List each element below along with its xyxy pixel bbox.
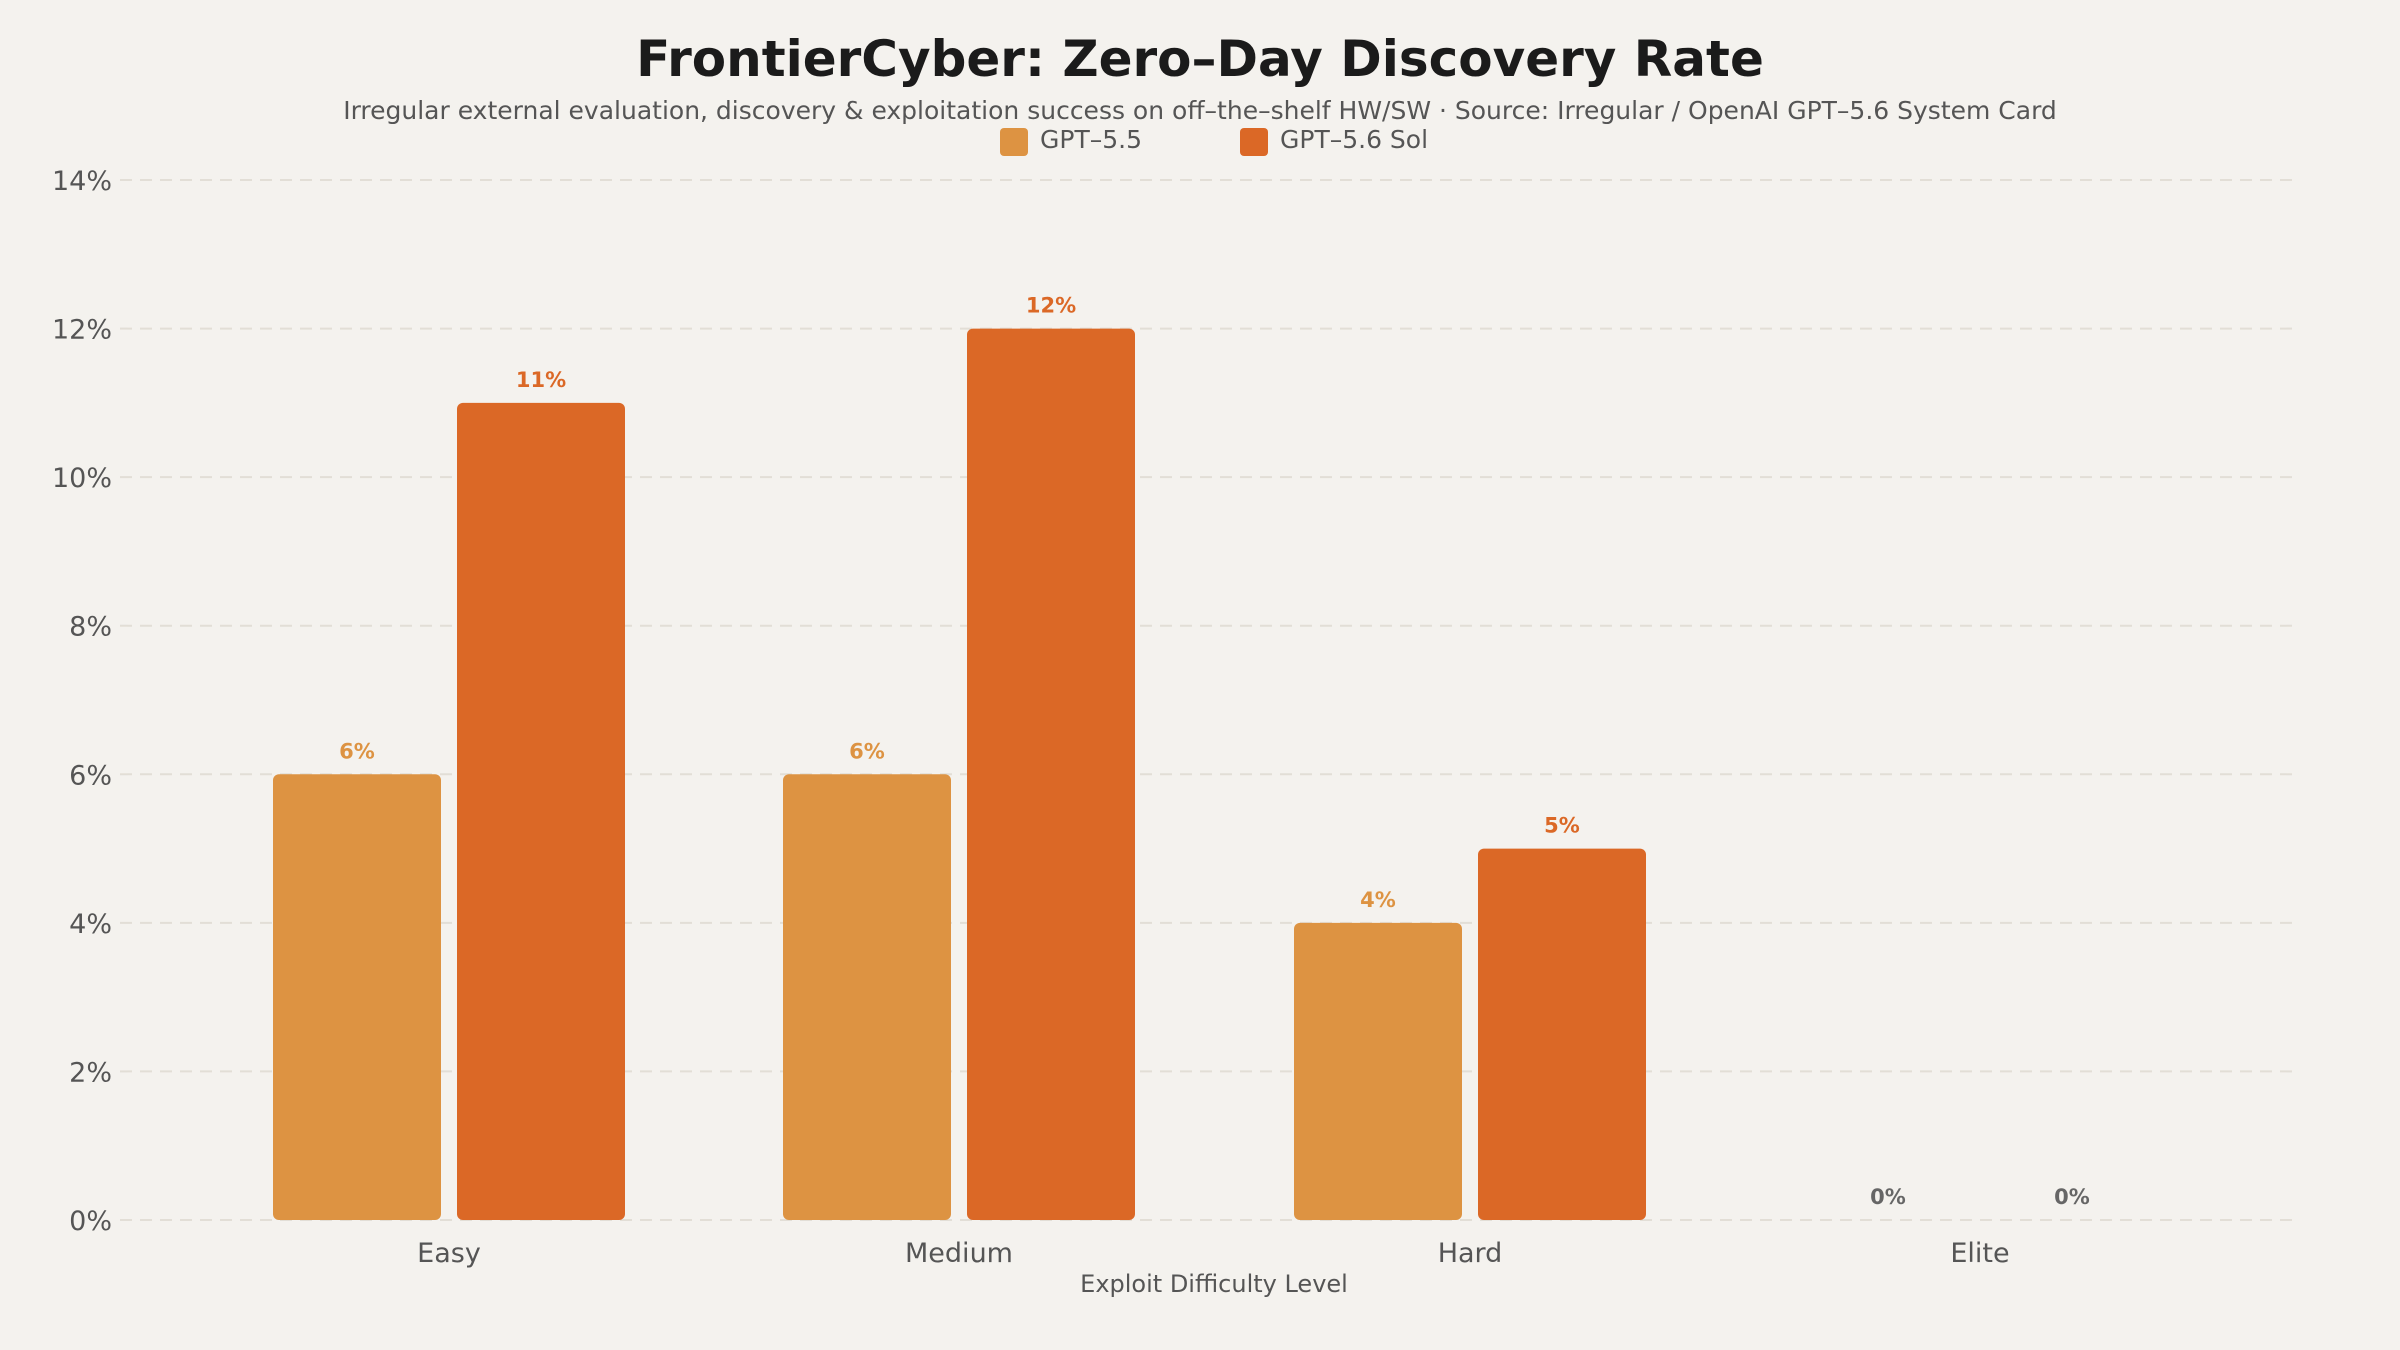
y-tick-label: 12% xyxy=(52,315,112,346)
bar-gpt-5-6-sol-hard xyxy=(1478,848,1646,1220)
gridlines xyxy=(120,179,2300,1221)
legend-label-gpt-5-6-sol: GPT–5.6 Sol xyxy=(1280,125,1428,154)
bars xyxy=(273,328,1646,1221)
chart-subtitle: Irregular external evaluation, discovery… xyxy=(343,96,2057,125)
bar-gpt-5-6-sol-medium xyxy=(967,328,1135,1221)
data-label-gpt-5-6-sol-hard: 5% xyxy=(1544,814,1580,838)
legend-swatch-gpt-5-5 xyxy=(1000,128,1028,156)
legend-label-gpt-5-5: GPT–5.5 xyxy=(1040,125,1142,154)
data-label-gpt-5-6-sol-elite: 0% xyxy=(2054,1185,2090,1209)
x-axis-ticks: Easy Medium Hard Elite xyxy=(417,1238,2009,1269)
y-tick-label: 14% xyxy=(52,166,112,197)
x-tick-label-medium: Medium xyxy=(905,1238,1013,1269)
data-labels: 6% 11% 6% 12% 4% 5% 0% 0% xyxy=(339,294,2090,1209)
data-label-gpt-5-5-easy: 6% xyxy=(339,739,375,763)
y-tick-label: 2% xyxy=(69,1057,112,1088)
legend: GPT–5.5 GPT–5.6 Sol xyxy=(1000,125,1428,156)
data-label-gpt-5-5-hard: 4% xyxy=(1360,888,1396,912)
data-label-gpt-5-6-sol-medium: 12% xyxy=(1026,294,1076,318)
data-label-gpt-5-5-elite: 0% xyxy=(1870,1185,1906,1209)
y-tick-label: 4% xyxy=(69,909,112,940)
legend-swatch-gpt-5-6-sol xyxy=(1240,128,1268,156)
x-tick-label-hard: Hard xyxy=(1438,1238,1503,1269)
y-axis-ticks: 0% 2% 4% 6% 8% 10% 12% 14% xyxy=(52,166,112,1237)
bar-gpt-5-6-sol-easy xyxy=(457,402,625,1220)
x-tick-label-elite: Elite xyxy=(1950,1238,2009,1269)
bar-gpt-5-5-easy xyxy=(273,774,441,1220)
y-tick-label: 10% xyxy=(52,463,112,494)
data-label-gpt-5-5-medium: 6% xyxy=(849,739,885,763)
x-axis-label: Exploit Difficulty Level xyxy=(1080,1270,1348,1298)
y-tick-label: 6% xyxy=(69,760,112,791)
y-tick-label: 0% xyxy=(69,1206,112,1237)
x-tick-label-easy: Easy xyxy=(417,1238,481,1269)
chart-title: FrontierCyber: Zero–Day Discovery Rate xyxy=(636,30,1764,88)
data-label-gpt-5-6-sol-easy: 11% xyxy=(516,368,566,392)
y-tick-label: 8% xyxy=(69,612,112,643)
bar-gpt-5-5-hard xyxy=(1294,922,1462,1220)
bar-gpt-5-5-medium xyxy=(783,774,951,1220)
